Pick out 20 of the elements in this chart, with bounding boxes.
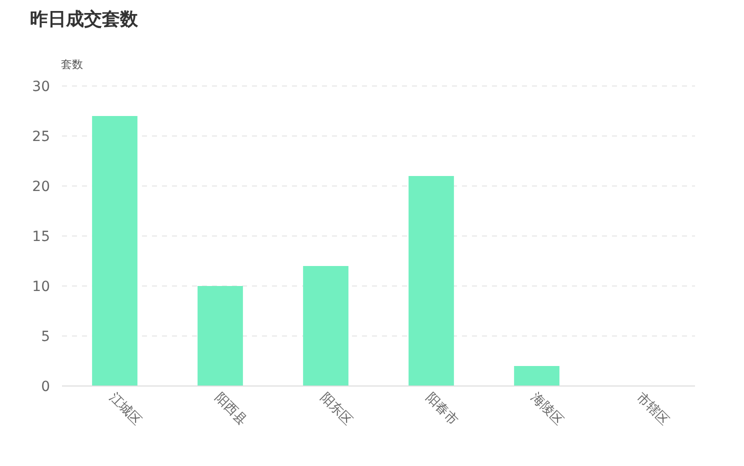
bar xyxy=(92,116,138,386)
x-tick-label: 阳东区 xyxy=(316,390,356,428)
chart-title: 昨日成交套数 xyxy=(30,9,139,30)
x-tick-label: 阳春市 xyxy=(422,390,461,428)
x-tick-label: 阳西县 xyxy=(211,390,250,428)
x-tick-label: 江城区 xyxy=(106,390,144,428)
bar xyxy=(303,266,348,386)
y-tick-label: 0 xyxy=(41,379,50,395)
bar xyxy=(408,176,454,386)
y-tick-label: 20 xyxy=(32,179,50,195)
y-axis-title: 套数 xyxy=(61,58,83,71)
y-tick-label: 30 xyxy=(32,79,50,95)
y-tick-label: 10 xyxy=(32,279,50,295)
y-tick-label: 15 xyxy=(32,229,50,245)
bar xyxy=(198,286,243,386)
y-tick-label: 25 xyxy=(32,129,50,145)
x-tick-label: 市辖区 xyxy=(633,390,672,428)
x-tick-label: 海陵区 xyxy=(528,390,566,428)
bar xyxy=(514,366,560,386)
y-tick-label: 5 xyxy=(41,329,50,345)
